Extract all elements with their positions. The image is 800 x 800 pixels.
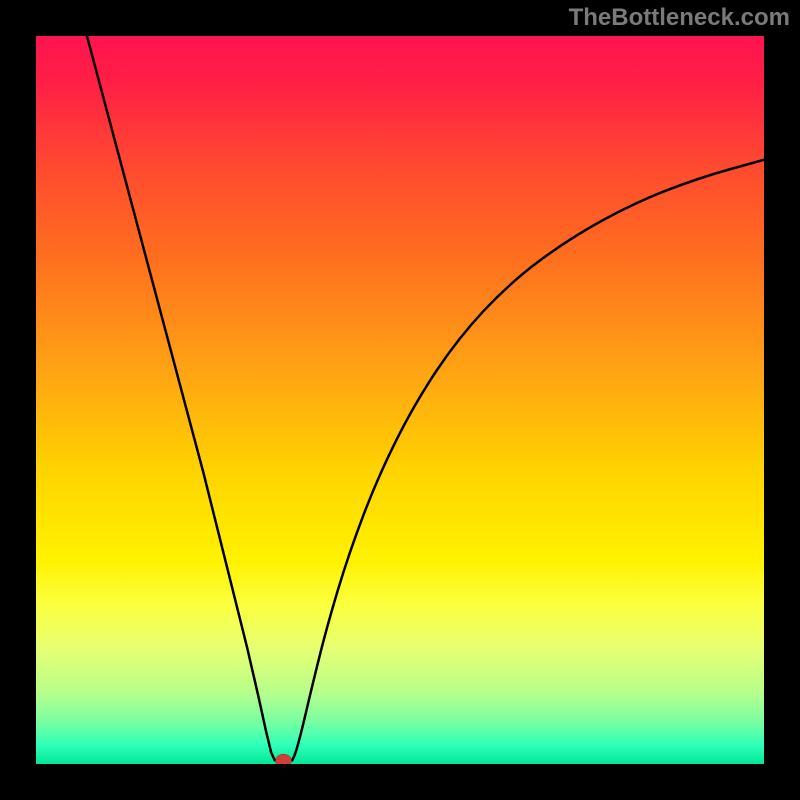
chart-stage: TheBottleneck.com <box>0 0 800 800</box>
plot-svg <box>36 36 764 764</box>
valley-marker <box>276 754 292 764</box>
watermark-text: TheBottleneck.com <box>569 4 790 32</box>
gradient-background <box>36 36 764 764</box>
plot-area <box>36 36 764 764</box>
